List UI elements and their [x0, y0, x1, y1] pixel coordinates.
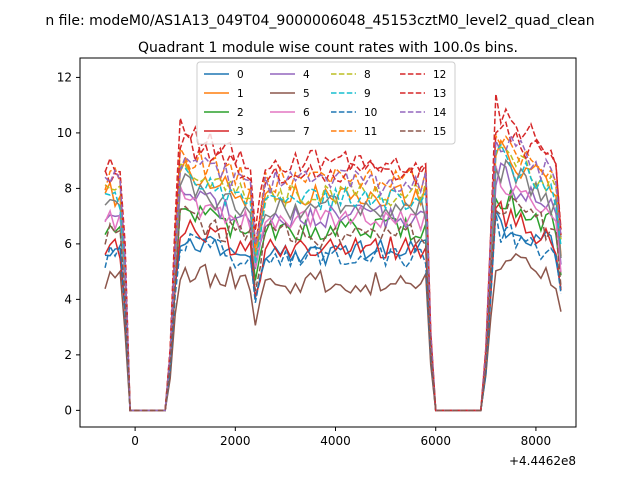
legend-label-10: 10 [364, 107, 377, 119]
legend-label-8: 8 [364, 69, 371, 81]
series-line-15 [104, 195, 562, 412]
legend-label-6: 6 [303, 107, 310, 119]
legend-label-7: 7 [303, 126, 310, 138]
legend-label-3: 3 [237, 126, 244, 138]
axes-frame [79, 57, 577, 428]
legend-label-4: 4 [303, 69, 310, 81]
y-tick-label: 2 [64, 348, 72, 362]
legend-box [196, 61, 456, 145]
y-tick-label: 4 [64, 292, 72, 306]
legend-label-9: 9 [364, 88, 371, 100]
y-tick-label: 12 [57, 70, 72, 84]
legend-label-14: 14 [433, 107, 447, 119]
chart-suptitle: n file: modeM0/AS1A13_049T04_9000006048_… [45, 13, 594, 29]
legend-label-2: 2 [237, 107, 244, 119]
legend-label-13: 13 [433, 88, 446, 100]
plot-lines [104, 93, 562, 412]
legend-label-11: 11 [364, 126, 377, 138]
x-tick-label: 2000 [220, 434, 251, 448]
series-line-7 [104, 158, 562, 412]
legend-label-1: 1 [237, 88, 244, 100]
legend-label-5: 5 [303, 88, 310, 100]
x-tick-label: 4000 [320, 434, 351, 448]
x-tick-label: 8000 [521, 434, 552, 448]
y-tick-label: 10 [57, 126, 72, 140]
y-axis: 0 2 4 6 8 10 12 [57, 70, 80, 417]
legend-label-0: 0 [237, 69, 244, 81]
y-tick-label: 0 [64, 403, 72, 417]
x-tick-label: 0 [131, 434, 139, 448]
legend-label-15: 15 [433, 126, 446, 138]
chart-title: Quadrant 1 module wise count rates with … [138, 40, 518, 56]
x-axis: 0 2000 4000 6000 8000 [131, 427, 551, 448]
x-offset-label: +4.4462e8 [509, 454, 576, 468]
series-line-14 [104, 133, 562, 412]
x-tick-label: 6000 [420, 434, 451, 448]
y-tick-label: 8 [64, 181, 72, 195]
y-tick-label: 6 [64, 237, 72, 251]
legend-label-12: 12 [433, 69, 446, 81]
